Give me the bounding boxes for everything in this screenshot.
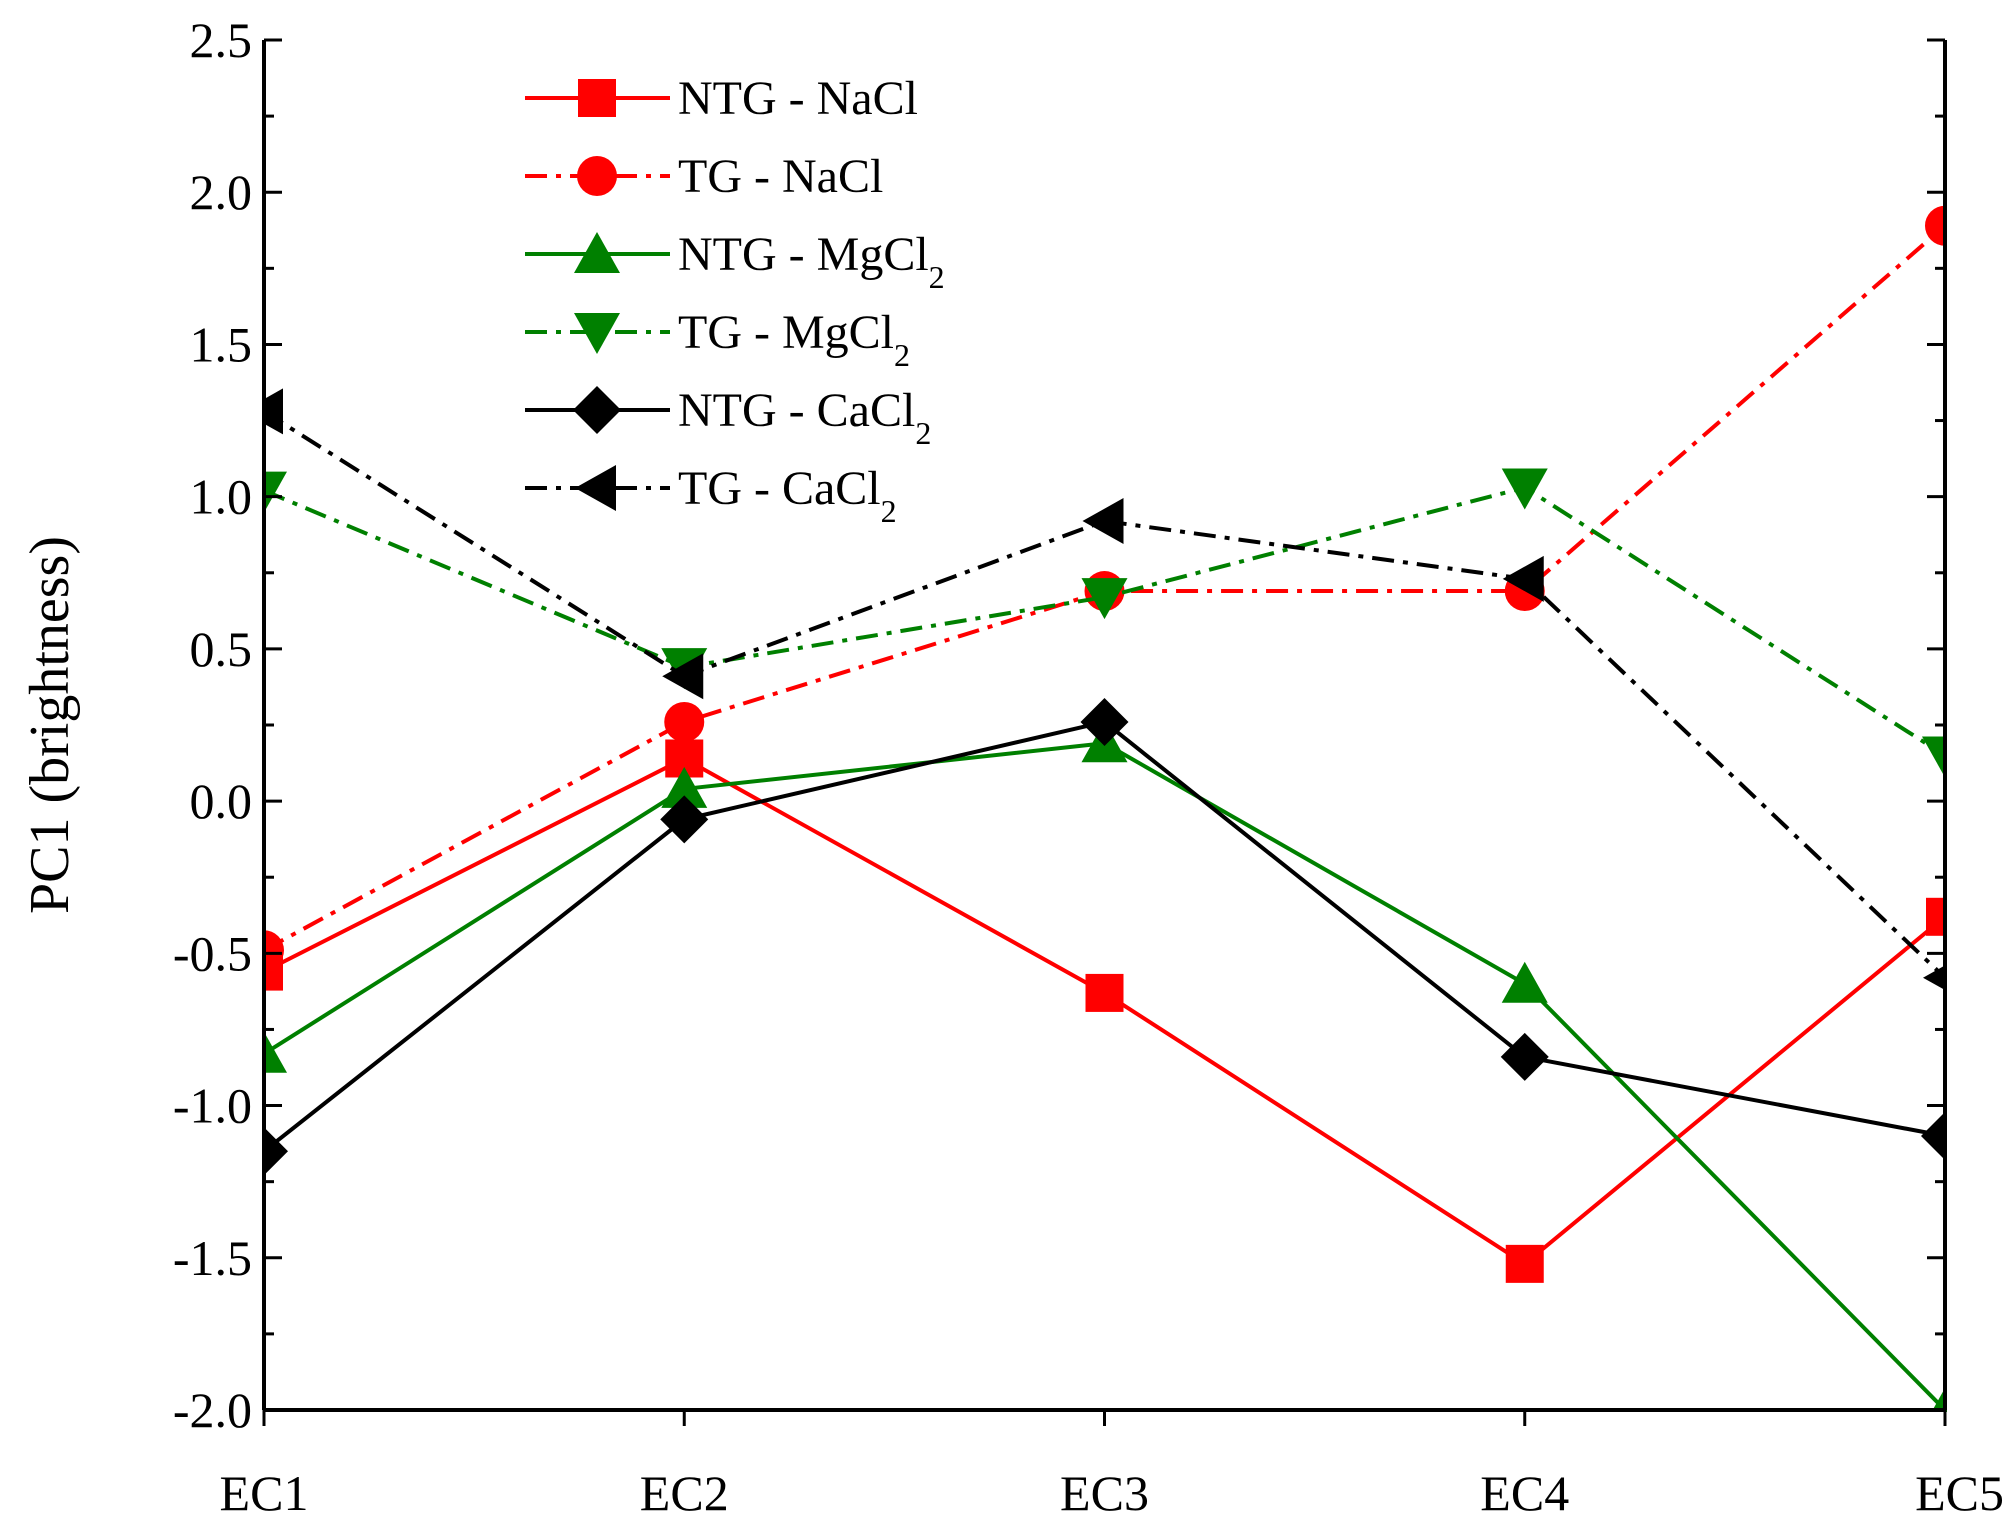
legend: NTG - NaCl TG - NaCl NTG - MgCl2 TG - MgCl2… [525,72,945,529]
data-point [662,653,704,700]
legend-item: TG - CaCl2 [525,462,897,529]
series-6 [262,388,1947,992]
y-tick-label: 2.0 [190,164,253,220]
data-point [1922,736,1947,778]
legend-item: TG - MgCl2 [525,306,910,373]
x-tick-label: EC1 [220,1465,309,1521]
y-tick-label: 0.5 [190,621,253,677]
data-point [661,766,708,808]
data-point [1921,1112,1947,1160]
legend-marker [574,232,620,273]
legend-marker [574,313,620,354]
y-axis-title: PC1 (brightness) [19,536,81,914]
legend-label: NTG - MgCl2 [678,228,945,295]
y-tick-label: 0.0 [190,773,253,829]
data-point [1502,555,1544,602]
data-point [1081,578,1128,620]
data-point [1501,468,1548,510]
legend-label: TG - MgCl2 [678,306,910,373]
legend-item: NTG - MgCl2 [525,228,945,295]
legend-label: TG - NaCl [678,150,883,203]
legend-item: NTG - CaCl2 [525,384,931,451]
data-point [1500,1032,1549,1081]
legend-label: NTG - CaCl2 [678,384,931,451]
legend-item: TG - NaCl [525,150,883,203]
x-tick-label: EC5 [1915,1465,2004,1521]
data-point [1926,897,1947,936]
data-point [1501,961,1548,1003]
series-1 [262,739,1947,1283]
data-point [262,471,287,513]
legend-item: NTG - NaCl [525,72,918,125]
y-tick-label: -2.0 [173,1382,252,1438]
data-point [262,1127,288,1176]
legend-label: TG - CaCl2 [678,462,897,529]
data-point [1923,964,1947,992]
series-3 [262,721,1947,1412]
x-tick-label: EC4 [1480,1465,1569,1521]
y-tick-label: 2.5 [190,12,253,68]
legend-marker [573,386,621,434]
legend-label: NTG - NaCl [678,72,918,125]
data-point [262,388,283,435]
axes: 2.5 2.0 1.5 1.0 0.5 0.0 -0.5 -1.0 -1.5 -2.0 EC1 EC2… [19,12,2004,1521]
y-tick-label: 1.0 [190,469,253,525]
legend-marker [577,156,617,196]
series-5 [262,697,1947,1176]
data-point [1505,1244,1544,1283]
legend-marker [578,79,616,117]
series-line [263,485,1947,758]
data-point [262,1031,287,1073]
y-tick-label: -1.5 [173,1230,252,1286]
series-line [262,719,1946,1153]
data-point [1080,697,1129,746]
y-tick-label: 1.5 [190,316,253,372]
y-tick-label: -1.0 [173,1078,252,1134]
x-tick-label: EC2 [640,1465,729,1521]
data-point [262,930,284,971]
y-tick-label: -0.5 [173,925,252,981]
series-line [262,409,1947,980]
legend-marker [575,465,616,511]
x-tick-label: EC3 [1060,1465,1149,1521]
data-point [664,701,705,742]
data-point [1085,973,1124,1012]
data-point [1925,205,1947,246]
data-point [1082,498,1124,545]
series-layer [262,205,1947,1412]
data-point [660,795,709,844]
